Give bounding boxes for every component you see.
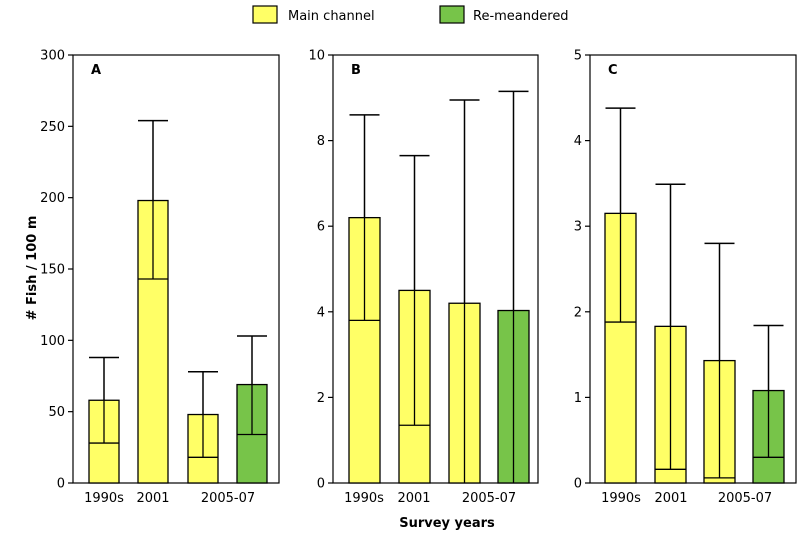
y-tick-label: 10 (308, 49, 325, 64)
y-tick-label: 4 (574, 134, 582, 149)
y-tick-label: 5 (574, 49, 582, 64)
y-tick-label: 3 (574, 220, 582, 235)
x-tick-label: 1990s (344, 491, 384, 506)
legend: Main channel Re-meandered (252, 5, 569, 24)
y-tick-label: 0 (574, 477, 582, 492)
legend-label-re-meandered: Re-meandered (473, 9, 569, 24)
x-tick-label: 2001 (654, 491, 687, 506)
plot-frame-c (589, 54, 797, 484)
panel-c: 0 1 2 3 4 5 C 1990s 2001 2005-07 (574, 49, 797, 506)
y-tick-label: 150 (40, 263, 65, 278)
y-tick-label: 100 (40, 334, 65, 349)
x-tick-label: 2005-07 (718, 491, 772, 506)
y-tick-label: 300 (40, 49, 65, 64)
y-axis-title: # Fish / 100 m (25, 216, 40, 321)
panel-label-c: C (608, 63, 618, 78)
y-tick-label: 200 (40, 191, 65, 206)
y-tick-label: 50 (48, 405, 65, 420)
x-tick-label: 1990s (84, 491, 124, 506)
x-tick-label: 2005-07 (201, 491, 255, 506)
plot-frame-b (332, 54, 539, 484)
x-tick-label: 2001 (397, 491, 430, 506)
panel-b: 0 2 4 6 8 10 B 1990s 2001 2005-07 (308, 49, 539, 506)
panel-label-b: B (351, 63, 361, 78)
y-tick-label: 6 (317, 220, 325, 235)
x-axis-title: Survey years (399, 516, 495, 531)
y-tick-label: 2 (317, 391, 325, 406)
y-tick-label: 1 (574, 391, 582, 406)
legend-swatch-re-meandered (439, 5, 465, 24)
x-tick-label: 2005-07 (462, 491, 516, 506)
x-tick-label: 1990s (601, 491, 641, 506)
y-tick-label: 0 (57, 477, 65, 492)
y-tick-label: 8 (317, 134, 325, 149)
legend-swatch-main-channel (252, 5, 278, 24)
y-tick-label: 0 (317, 477, 325, 492)
bar (137, 199, 169, 484)
x-tick-label: 2001 (136, 491, 169, 506)
panel-label-a: A (91, 63, 101, 78)
legend-label-main-channel: Main channel (288, 9, 375, 24)
y-tick-label: 4 (317, 305, 325, 320)
y-tick-label: 250 (40, 120, 65, 135)
panel-a: 0 50 100 150 200 250 300 A 1990s 2001 2005-07 (40, 49, 280, 506)
y-tick-label: 2 (574, 305, 582, 320)
